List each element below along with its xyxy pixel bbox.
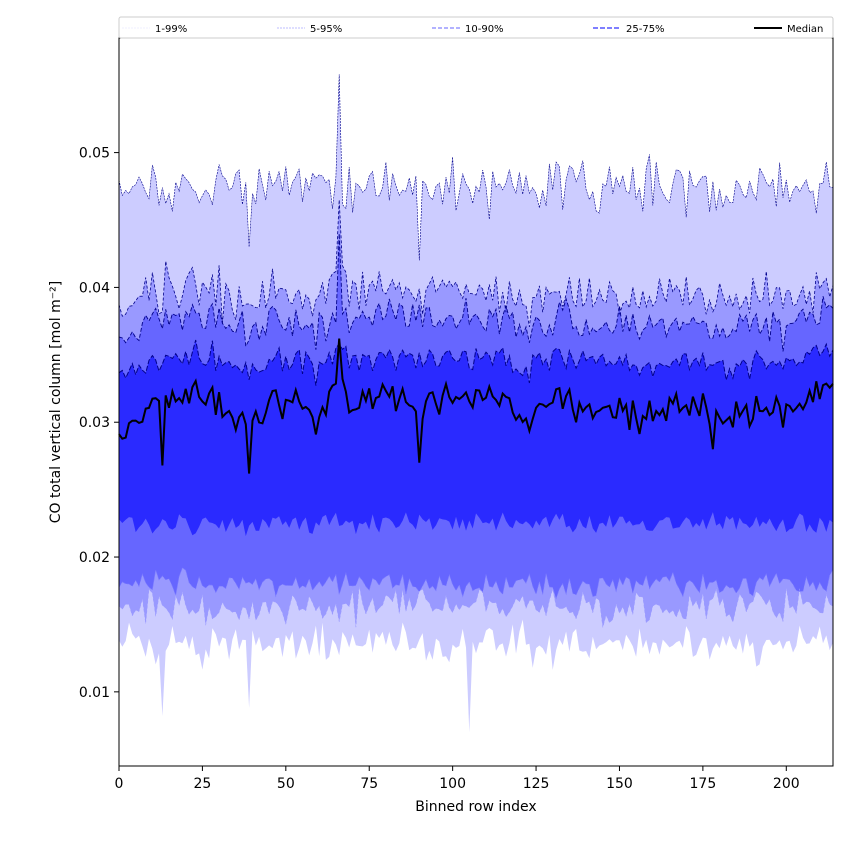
x-tick-label: 100 — [439, 776, 466, 792]
median-line — [118, 338, 834, 474]
bands-layer — [119, 74, 833, 733]
x-tick-label: 125 — [523, 776, 550, 792]
y-tick-label: 0.02 — [79, 550, 110, 566]
line-99 — [118, 74, 834, 261]
legend-label: 5-95% — [310, 24, 342, 35]
band-25-75 — [119, 340, 833, 537]
x-tick-label: 200 — [773, 776, 800, 792]
line-10 — [118, 567, 834, 600]
y-axis-label: CO total vertical column [mol m⁻²] — [48, 281, 64, 523]
line-5 — [118, 585, 834, 628]
y-tick-label: 0.04 — [79, 280, 110, 296]
x-axis: 0 25 50 75 100 125 150 175 200 — [115, 766, 800, 792]
legend-label: Median — [787, 24, 823, 35]
line-75 — [118, 339, 834, 386]
legend-label: 25-75% — [626, 24, 665, 35]
x-tick-label: 25 — [193, 776, 211, 792]
x-tick-label: 0 — [115, 776, 124, 792]
x-axis-label: Binned row index — [415, 799, 536, 815]
legend: 1-99% 5-95% 10-90% 25-75% Median — [118, 16, 834, 39]
legend-box — [118, 16, 834, 39]
line-90 — [118, 233, 834, 352]
x-tick-label: 50 — [277, 776, 295, 792]
y-tick-label: 0.03 — [79, 415, 110, 431]
line-95 — [118, 199, 834, 327]
x-tick-label: 175 — [690, 776, 717, 792]
legend-label: 10-90% — [465, 24, 504, 35]
y-axis: 0.01 0.02 0.03 0.04 0.05 — [79, 146, 119, 701]
y-tick-label: 0.05 — [79, 146, 110, 162]
x-tick-label: 75 — [360, 776, 378, 792]
x-tick-label: 150 — [606, 776, 633, 792]
legend-label: 1-99% — [155, 24, 187, 35]
y-tick-label: 0.01 — [79, 685, 110, 701]
lines-layer — [118, 74, 834, 628]
